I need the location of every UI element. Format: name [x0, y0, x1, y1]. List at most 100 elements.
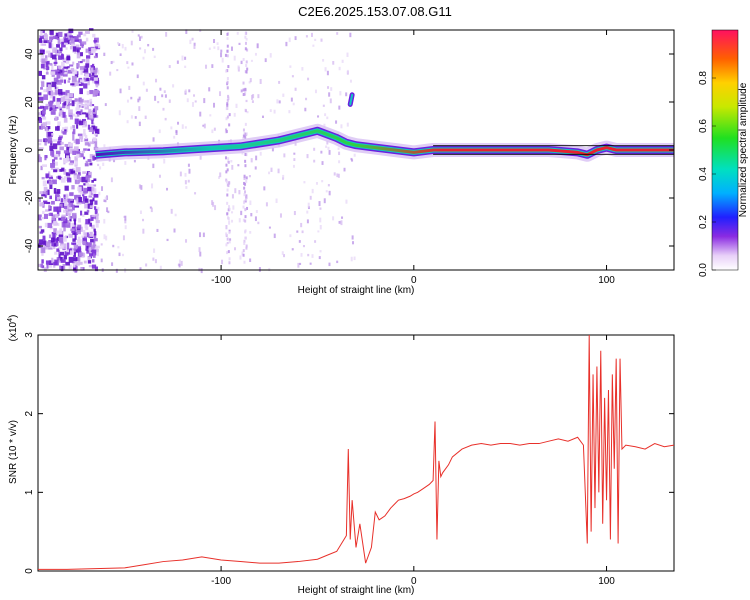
noise-speck — [106, 207, 109, 213]
noise-speck — [49, 39, 52, 45]
noise-speck — [92, 155, 95, 161]
noise-speck — [81, 176, 86, 183]
noise-speck — [57, 106, 62, 109]
noise-speck — [59, 79, 64, 83]
noise-speck — [346, 52, 349, 57]
noise-speck — [315, 182, 318, 185]
spectrogram-noise — [38, 28, 356, 274]
noise-speck — [278, 100, 281, 104]
noise-speck — [209, 114, 212, 117]
noise-speck — [185, 239, 188, 243]
noise-speck — [55, 214, 59, 218]
noise-speck — [152, 47, 155, 51]
noise-speck — [94, 80, 99, 84]
noise-speck — [307, 77, 310, 81]
noise-speck — [70, 83, 75, 86]
noise-speck — [328, 262, 331, 267]
noise-speck — [56, 44, 60, 48]
noise-speck — [199, 111, 202, 117]
noise-speck — [85, 73, 89, 79]
noise-speck — [43, 62, 49, 67]
noise-speck — [95, 53, 98, 58]
noise-speck — [302, 245, 305, 248]
noise-speck — [213, 46, 216, 49]
noise-speck — [43, 186, 48, 192]
noise-speck — [63, 254, 68, 260]
noise-speck — [254, 52, 257, 56]
noise-speck — [103, 218, 106, 224]
noise-speck — [324, 67, 327, 72]
noise-speck — [269, 109, 272, 113]
noise-speck — [231, 211, 234, 214]
noise-speck — [52, 232, 56, 239]
noise-speck — [184, 172, 187, 177]
noise-speck — [349, 79, 352, 83]
noise-speck — [306, 219, 309, 224]
noise-speck — [82, 125, 87, 128]
noise-speck — [340, 124, 343, 129]
noise-speck — [38, 112, 41, 116]
noise-speck — [226, 201, 229, 205]
noise-speck — [51, 214, 56, 221]
noise-speck — [89, 90, 94, 95]
noise-speck — [59, 107, 62, 111]
noise-speck — [226, 37, 229, 40]
noise-speck — [110, 60, 113, 65]
noise-speck — [48, 213, 52, 216]
y-tick-label: 2 — [24, 410, 35, 416]
noise-speck — [63, 198, 68, 202]
noise-speck — [225, 243, 228, 247]
noise-speck — [92, 253, 96, 258]
noise-speck — [281, 251, 284, 255]
noise-speck — [63, 36, 67, 41]
noise-speck — [226, 80, 229, 84]
noise-speck — [44, 222, 48, 228]
noise-speck — [90, 154, 96, 157]
noise-speck — [57, 89, 63, 95]
noise-speck — [248, 81, 251, 84]
noise-speck — [338, 66, 341, 71]
noise-speck — [73, 257, 78, 262]
noise-speck — [85, 48, 88, 53]
colorbar-tick-label: 0.4 — [698, 167, 709, 181]
noise-speck — [81, 150, 86, 153]
noise-speck — [225, 117, 228, 121]
noise-speck — [244, 31, 247, 35]
noise-speck — [226, 237, 229, 241]
noise-speck — [48, 234, 52, 239]
noise-speck — [305, 97, 308, 101]
noise-speck — [181, 124, 184, 129]
noise-speck — [72, 238, 76, 242]
noise-speck — [41, 252, 44, 256]
noise-speck — [85, 113, 89, 118]
noise-speck — [264, 58, 267, 63]
noise-speck — [221, 259, 224, 265]
noise-speck — [54, 251, 58, 255]
noise-speck — [244, 159, 247, 163]
noise-speck — [56, 210, 60, 216]
noise-speck — [98, 45, 101, 49]
noise-speck — [298, 240, 301, 243]
noise-speck — [99, 166, 102, 170]
noise-speck — [87, 256, 91, 261]
noise-speck — [48, 247, 53, 250]
noise-speck — [84, 79, 89, 82]
noise-speck — [81, 44, 84, 49]
noise-speck — [64, 39, 70, 44]
noise-speck — [53, 263, 56, 268]
noise-speck — [51, 63, 54, 70]
noise-speck — [330, 87, 333, 91]
noise-speck — [56, 97, 62, 104]
noise-speck — [102, 162, 105, 166]
noise-speck — [83, 67, 89, 73]
noise-speck — [245, 179, 248, 183]
noise-speck — [40, 263, 44, 268]
noise-speck — [79, 66, 84, 71]
noise-speck — [225, 178, 228, 182]
noise-speck — [103, 52, 106, 57]
noise-speck — [40, 30, 43, 37]
noise-speck — [137, 34, 140, 37]
noise-speck — [228, 181, 231, 185]
noise-speck — [92, 215, 97, 219]
